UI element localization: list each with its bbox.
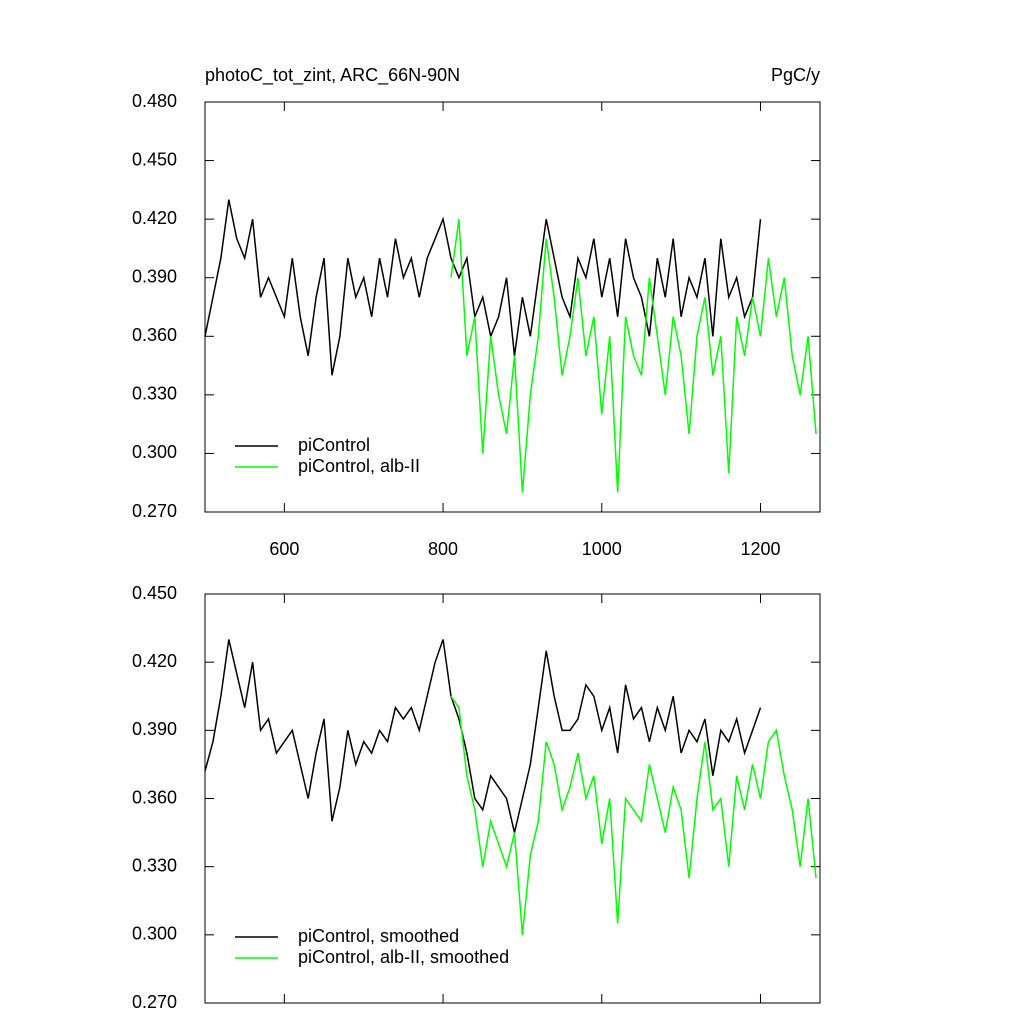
y-tick-label: 0.390: [132, 719, 177, 739]
x-tick-label: 1000: [582, 539, 622, 559]
legend-label: piControl, alb-II, smoothed: [298, 947, 509, 967]
y-tick-label: 0.330: [132, 855, 177, 875]
plot-frame: [204, 101, 821, 513]
legend-label: piControl, alb-II: [298, 456, 420, 476]
y-tick-label: 0.330: [132, 384, 177, 404]
legend-label: piControl: [298, 435, 370, 455]
data-line: [204, 199, 762, 376]
x-tick-label: 800: [428, 539, 458, 559]
chart-title: photoC_tot_zint, ARC_66N-90N: [205, 65, 460, 86]
y-tick-label: 0.450: [132, 583, 177, 603]
y-tick-label: 0.270: [132, 992, 177, 1012]
data-line: [450, 695, 817, 935]
x-tick-label: 1200: [740, 539, 780, 559]
x-tick-label: 600: [269, 539, 299, 559]
y-tick-label: 0.300: [132, 442, 177, 462]
y-tick-label: 0.420: [132, 208, 177, 228]
legend-label: piControl, smoothed: [298, 926, 459, 946]
data-line: [450, 219, 817, 493]
y-tick-label: 0.300: [132, 924, 177, 944]
y-tick-label: 0.360: [132, 325, 177, 345]
y-tick-label: 0.450: [132, 149, 177, 169]
y-tick-label: 0.270: [132, 501, 177, 521]
y-tick-label: 0.480: [132, 91, 177, 111]
y-tick-label: 0.420: [132, 651, 177, 671]
units-label: PgC/y: [771, 65, 820, 85]
data-line: [204, 639, 762, 833]
y-tick-label: 0.390: [132, 266, 177, 286]
y-tick-label: 0.360: [132, 787, 177, 807]
